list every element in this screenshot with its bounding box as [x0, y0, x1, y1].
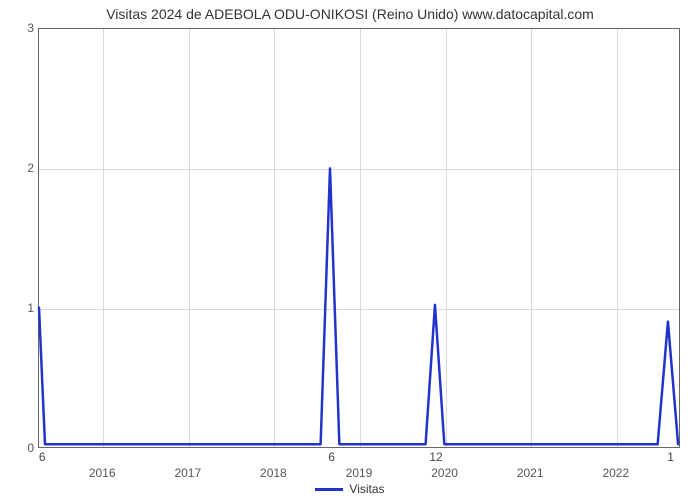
- x-tick-label: 2022: [602, 466, 629, 480]
- y-tick-label: 3: [4, 21, 34, 35]
- legend: Visitas: [0, 482, 700, 496]
- y-tick-label: 1: [4, 301, 34, 315]
- x-tick-label: 2021: [517, 466, 544, 480]
- legend-label: Visitas: [349, 482, 384, 496]
- peak-value-label: 6: [328, 450, 335, 464]
- peak-value-label: 1: [667, 450, 674, 464]
- line-series: [39, 29, 679, 447]
- x-tick-label: 2016: [89, 466, 116, 480]
- x-tick-label: 2019: [346, 466, 373, 480]
- peak-value-label: 6: [39, 450, 46, 464]
- x-tick-label: 2020: [431, 466, 458, 480]
- peak-value-label: 12: [429, 450, 442, 464]
- plot-area: [38, 28, 680, 448]
- y-tick-label: 2: [4, 161, 34, 175]
- chart-title: Visitas 2024 de ADEBOLA ODU-ONIKOSI (Rei…: [0, 0, 700, 24]
- y-tick-label: 0: [4, 441, 34, 455]
- x-tick-label: 2017: [174, 466, 201, 480]
- x-tick-label: 2018: [260, 466, 287, 480]
- legend-swatch: [315, 488, 343, 491]
